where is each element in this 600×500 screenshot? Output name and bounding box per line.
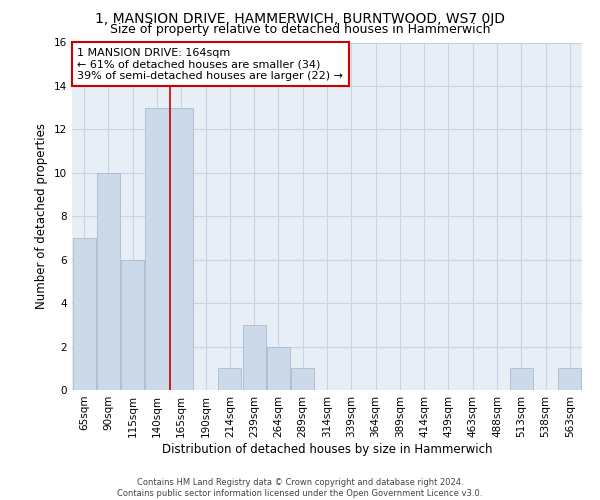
Y-axis label: Number of detached properties: Number of detached properties: [35, 123, 49, 309]
Bar: [291, 368, 314, 390]
Text: Size of property relative to detached houses in Hammerwich: Size of property relative to detached ho…: [110, 22, 490, 36]
Bar: [97, 173, 120, 390]
Bar: [218, 368, 241, 390]
Text: 1 MANSION DRIVE: 164sqm
← 61% of detached houses are smaller (34)
39% of semi-de: 1 MANSION DRIVE: 164sqm ← 61% of detache…: [77, 48, 343, 81]
Bar: [267, 346, 290, 390]
Bar: [170, 108, 193, 390]
Bar: [73, 238, 95, 390]
X-axis label: Distribution of detached houses by size in Hammerwich: Distribution of detached houses by size …: [162, 442, 492, 456]
Bar: [559, 368, 581, 390]
Text: 1, MANSION DRIVE, HAMMERWICH, BURNTWOOD, WS7 0JD: 1, MANSION DRIVE, HAMMERWICH, BURNTWOOD,…: [95, 12, 505, 26]
Bar: [145, 108, 169, 390]
Text: Contains HM Land Registry data © Crown copyright and database right 2024.
Contai: Contains HM Land Registry data © Crown c…: [118, 478, 482, 498]
Bar: [121, 260, 144, 390]
Bar: [242, 325, 266, 390]
Bar: [510, 368, 533, 390]
